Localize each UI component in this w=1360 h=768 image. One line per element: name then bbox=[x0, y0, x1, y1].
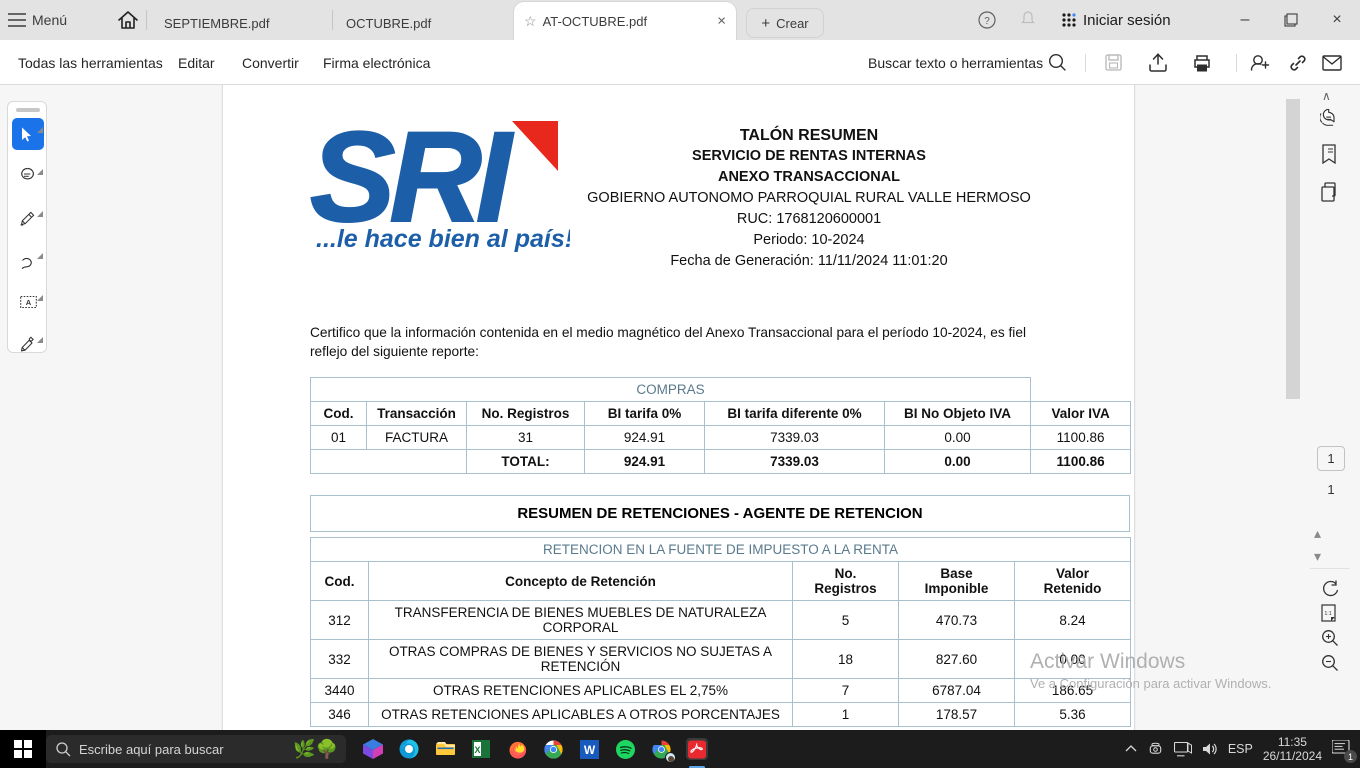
svg-text:?: ? bbox=[984, 16, 990, 27]
svg-text:W: W bbox=[583, 743, 595, 757]
svg-text:A: A bbox=[25, 298, 31, 307]
svg-text:1:1: 1:1 bbox=[1324, 611, 1331, 617]
svg-text:...le hace bien al país!: ...le hace bien al país! bbox=[316, 225, 570, 253]
svg-text:X: X bbox=[474, 745, 480, 755]
